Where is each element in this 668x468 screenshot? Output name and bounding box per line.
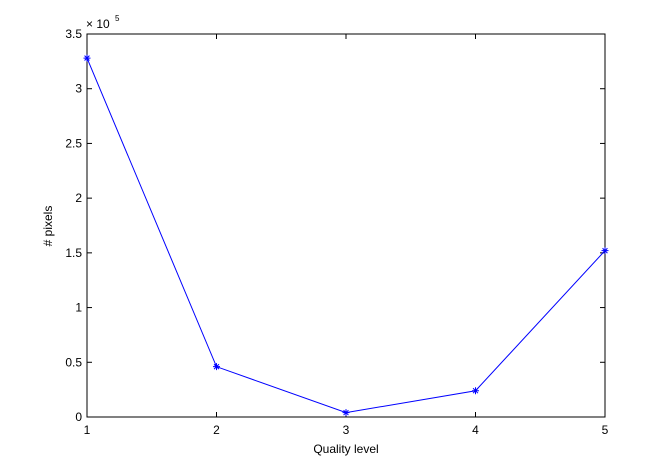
y-tick-label: 0.5 <box>65 355 82 369</box>
y-tick-label: 2 <box>75 191 82 205</box>
y-axis-label: # pixels <box>41 206 55 247</box>
plot-box <box>86 33 606 418</box>
y-tick-label: 1 <box>75 301 82 315</box>
x-tick-label: 5 <box>602 423 609 437</box>
data-marker <box>342 409 350 417</box>
data-marker <box>83 54 91 62</box>
x-tick-label: 1 <box>84 423 91 437</box>
y-tick-label: 3 <box>75 82 82 96</box>
data-marker <box>213 363 220 371</box>
y-tick-label: 3.5 <box>65 27 82 41</box>
y-multiplier: × 10 <box>86 17 110 31</box>
y-multiplier-exponent: 5 <box>115 14 120 23</box>
x-axis-label: Quality level <box>313 442 378 456</box>
data-marker <box>601 247 609 255</box>
x-tick-label: 3 <box>343 423 350 437</box>
y-tick-label: 1.5 <box>65 246 82 260</box>
y-tick-label: 2.5 <box>65 136 82 150</box>
data-marker <box>472 387 479 395</box>
x-tick-label: 2 <box>213 423 220 437</box>
y-tick-label: 0 <box>75 410 82 424</box>
x-tick-label: 4 <box>472 423 479 437</box>
